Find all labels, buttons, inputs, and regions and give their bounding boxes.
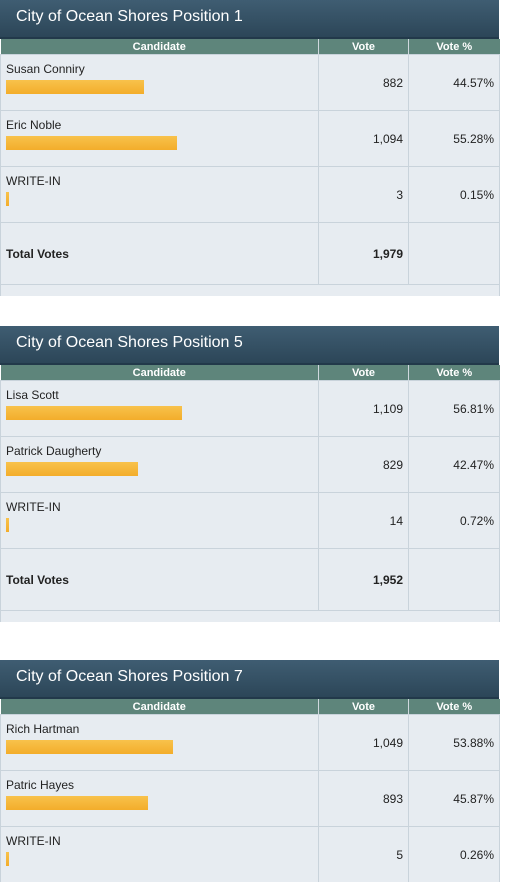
- table-row: WRITE-IN 14 0.72%: [1, 493, 500, 549]
- vote-share-bar: [6, 136, 177, 150]
- vote-count: 893: [319, 771, 409, 827]
- table-header-row: Candidate Vote Vote %: [1, 365, 500, 381]
- vote-column-header: Vote: [319, 39, 409, 55]
- candidate-name: Eric Noble: [6, 118, 61, 132]
- vote-percent: 56.81%: [409, 381, 500, 437]
- table-row: WRITE-IN 5 0.26%: [1, 827, 500, 882]
- table-row: Eric Noble 1,094 55.28%: [1, 111, 500, 167]
- race-position-5: City of Ocean Shores Position 5 Candidat…: [0, 326, 499, 622]
- vote-pct-column-header: Vote %: [409, 699, 500, 715]
- vote-column-header: Vote: [319, 699, 409, 715]
- vote-percent: 42.47%: [409, 437, 500, 493]
- candidate-name: Patric Hayes: [6, 778, 74, 792]
- vote-share-bar: [6, 462, 138, 476]
- table-header-row: Candidate Vote Vote %: [1, 699, 500, 715]
- vote-percent: 44.57%: [409, 55, 500, 111]
- race-position-7: City of Ocean Shores Position 7 Candidat…: [0, 660, 499, 882]
- vote-percent: 55.28%: [409, 111, 500, 167]
- table-header-row: Candidate Vote Vote %: [1, 39, 500, 55]
- candidate-name: Patrick Daugherty: [6, 444, 101, 458]
- vote-share-bar: [6, 192, 9, 206]
- candidate-column-header: Candidate: [1, 39, 319, 55]
- total-row: Total Votes 1,979: [1, 223, 500, 285]
- results-table: Candidate Vote Vote % Rich Hartman 1,049…: [0, 699, 500, 882]
- vote-count: 5: [319, 827, 409, 882]
- candidate-name: Lisa Scott: [6, 388, 59, 402]
- results-table: Candidate Vote Vote % Lisa Scott 1,109 5…: [0, 365, 500, 622]
- total-votes-value: 1,952: [319, 549, 409, 611]
- total-row: Total Votes 1,952: [1, 549, 500, 611]
- vote-count: 3: [319, 167, 409, 223]
- candidate-name: WRITE-IN: [6, 834, 61, 848]
- vote-share-bar: [6, 852, 9, 866]
- vote-share-bar: [6, 406, 182, 420]
- results-table: Candidate Vote Vote % Susan Conniry 882 …: [0, 39, 500, 296]
- vote-percent: 53.88%: [409, 715, 500, 771]
- table-row: Rich Hartman 1,049 53.88%: [1, 715, 500, 771]
- total-votes-label: Total Votes: [1, 223, 319, 285]
- vote-count: 1,109: [319, 381, 409, 437]
- table-row: Susan Conniry 882 44.57%: [1, 55, 500, 111]
- vote-share-bar: [6, 518, 9, 532]
- vote-count: 1,049: [319, 715, 409, 771]
- candidate-name: WRITE-IN: [6, 174, 61, 188]
- table-row: Patrick Daugherty 829 42.47%: [1, 437, 500, 493]
- table-row: Lisa Scott 1,109 56.81%: [1, 381, 500, 437]
- vote-pct-column-header: Vote %: [409, 39, 500, 55]
- race-position-1: City of Ocean Shores Position 1 Candidat…: [0, 0, 499, 296]
- race-title: City of Ocean Shores Position 7: [0, 660, 499, 699]
- candidate-column-header: Candidate: [1, 365, 319, 381]
- vote-count: 829: [319, 437, 409, 493]
- vote-percent: 45.87%: [409, 771, 500, 827]
- vote-share-bar: [6, 80, 144, 94]
- race-title: City of Ocean Shores Position 1: [0, 0, 499, 39]
- vote-percent: 0.15%: [409, 167, 500, 223]
- table-row: Patric Hayes 893 45.87%: [1, 771, 500, 827]
- vote-share-bar: [6, 796, 148, 810]
- candidate-name: Susan Conniry: [6, 62, 85, 76]
- vote-percent: 0.72%: [409, 493, 500, 549]
- race-title: City of Ocean Shores Position 5: [0, 326, 499, 365]
- vote-percent: 0.26%: [409, 827, 500, 882]
- vote-count: 1,094: [319, 111, 409, 167]
- table-row: WRITE-IN 3 0.15%: [1, 167, 500, 223]
- vote-column-header: Vote: [319, 365, 409, 381]
- total-votes-label: Total Votes: [1, 549, 319, 611]
- candidate-name: WRITE-IN: [6, 500, 61, 514]
- total-votes-value: 1,979: [319, 223, 409, 285]
- candidate-name: Rich Hartman: [6, 722, 79, 736]
- vote-count: 14: [319, 493, 409, 549]
- vote-share-bar: [6, 740, 173, 754]
- vote-count: 882: [319, 55, 409, 111]
- candidate-column-header: Candidate: [1, 699, 319, 715]
- vote-pct-column-header: Vote %: [409, 365, 500, 381]
